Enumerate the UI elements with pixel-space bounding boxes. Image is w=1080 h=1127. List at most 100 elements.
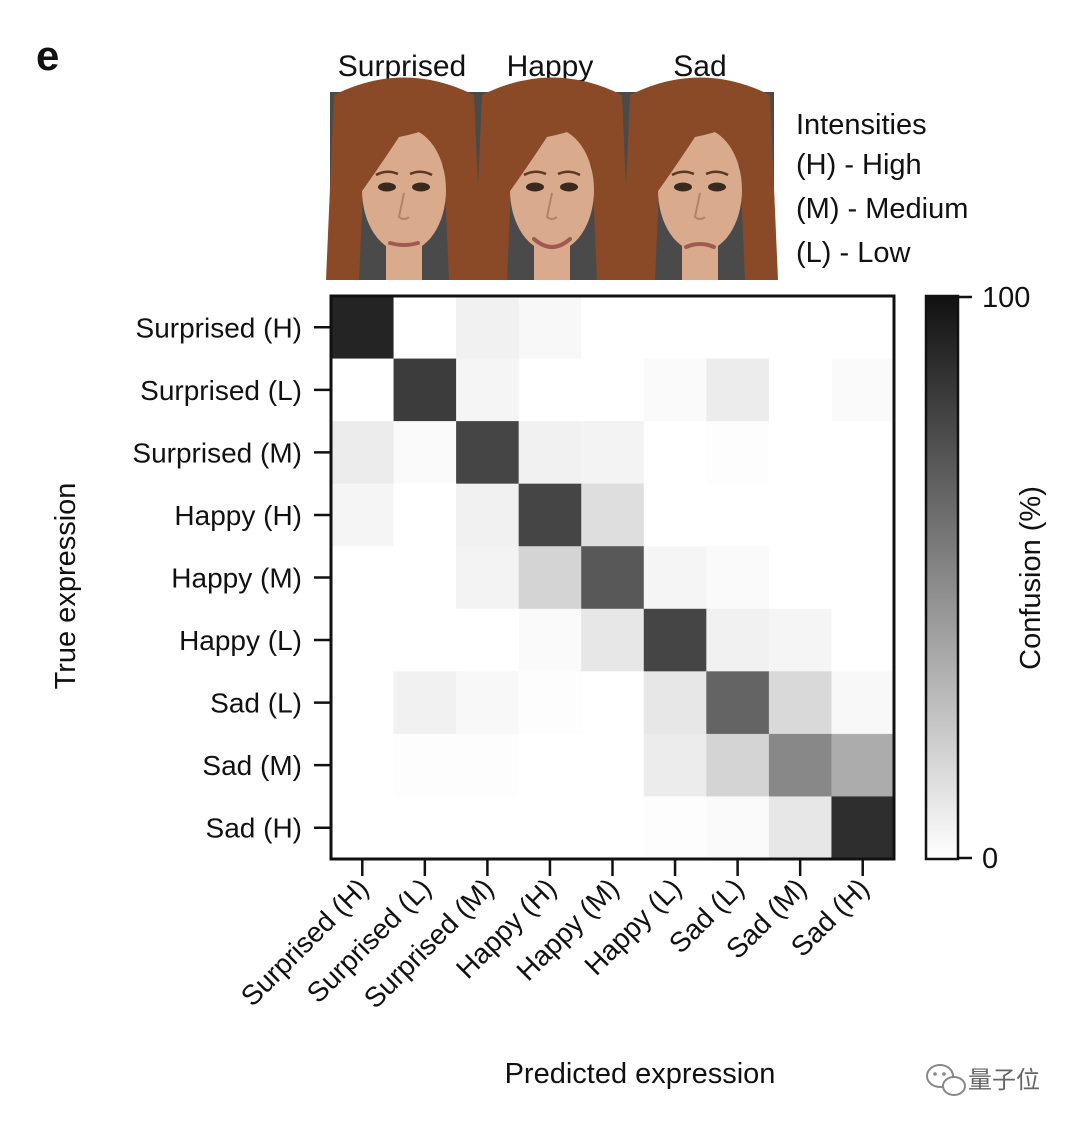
colorbar-min-label: 0: [982, 843, 998, 875]
heatmap-cell: [706, 546, 770, 610]
heatmap-cell: [706, 421, 770, 485]
row-tick-group: Surprised (H) Surprised (L) Surprised (M) H…: [132, 312, 331, 844]
heatmap-cell: [581, 546, 645, 610]
heatmap-cell: [393, 358, 457, 422]
heatmap-cell: [581, 796, 645, 860]
heatmap-cell: [831, 796, 895, 860]
heatmap-cell: [456, 421, 520, 485]
face-image-strip: [326, 77, 778, 280]
heatmap-cell: [581, 733, 645, 798]
x-axis-title: Predicted expression: [505, 1058, 776, 1090]
colorbar-max-label: 100: [982, 282, 1030, 314]
heatmap-cell: [768, 796, 833, 860]
heatmap-cell: [831, 733, 895, 798]
heatmap-cell: [706, 671, 770, 735]
heatmap-cell: [393, 296, 457, 360]
heatmap-cell: [518, 796, 582, 860]
heatmap-cell: [643, 483, 707, 547]
heatmap-cell: [331, 796, 395, 860]
heatmap-cell: [456, 483, 520, 547]
heatmap-cell: [393, 733, 457, 798]
heatmap-cell: [331, 608, 395, 672]
face-sad: [622, 77, 778, 280]
heatmap-cell: [706, 483, 770, 547]
face-surprised: [326, 77, 482, 280]
heatmap-cell: [393, 608, 457, 672]
heatmap-cell: [456, 358, 520, 422]
intensity-legend: Intensities (H) - High (M) - Medium (L) …: [796, 109, 968, 269]
heatmap-cell: [518, 296, 582, 360]
y-axis-title: True expression: [50, 483, 82, 690]
heatmap-cell: [643, 546, 707, 610]
intensity-legend-medium: (M) - Medium: [796, 193, 968, 225]
heatmap-cell: [331, 358, 395, 422]
heatmap-cell: [393, 671, 457, 735]
heatmap-cell: [331, 421, 395, 485]
heatmap-cell: [768, 671, 833, 735]
heatmap-cell: [331, 733, 395, 798]
heatmap-cell: [518, 546, 582, 610]
heatmap-cell: [518, 421, 582, 485]
heatmap-cell: [643, 733, 707, 798]
heatmap-cell: [768, 358, 833, 422]
heatmap-cell: [518, 733, 582, 798]
heatmap-cell: [706, 608, 770, 672]
faces-group: [326, 77, 778, 280]
row-label-happy-h: Happy (H): [174, 500, 302, 531]
heatmap-cell: [581, 358, 645, 422]
heatmap-cell: [768, 483, 833, 547]
heatmap-cell: [643, 608, 707, 672]
heatmap-cell: [456, 546, 520, 610]
heatmap-cell: [831, 546, 895, 610]
watermark: 量子位: [926, 1064, 1040, 1096]
row-label-sad-m: Sad (M): [202, 750, 302, 781]
heatmap-cell: [831, 671, 895, 735]
heatmap-cell: [831, 421, 895, 485]
heatmap-cell: [643, 358, 707, 422]
heatmap-cell: [331, 671, 395, 735]
heatmap-cell: [768, 421, 833, 485]
heatmap-cell: [518, 483, 582, 547]
heatmap-cell: [643, 671, 707, 735]
heatmap-cell: [456, 796, 520, 860]
heatmap-cell: [393, 483, 457, 547]
heatmap-cell: [518, 358, 582, 422]
heatmap-cell: [831, 296, 895, 360]
intensity-legend-low: (L) - Low: [796, 237, 911, 269]
face-label-happy: Happy: [507, 50, 594, 83]
heatmap-cell: [706, 358, 770, 422]
colorbar-title: Confusion (%): [1015, 486, 1047, 670]
row-label-happy-m: Happy (M): [171, 563, 302, 594]
heatmap-cell: [331, 483, 395, 547]
heatmap-cell: [456, 296, 520, 360]
row-label-sad-l: Sad (L): [210, 688, 302, 719]
heatmap-cell: [768, 296, 833, 360]
heatmap-cell: [706, 733, 770, 798]
row-label-happy-l: Happy (L): [179, 625, 302, 656]
row-label-sad-h: Sad (H): [206, 813, 302, 844]
heatmap-cell: [393, 796, 457, 860]
panel-label: e: [36, 32, 59, 79]
heatmap-cell: [456, 671, 520, 735]
heatmap-cell: [393, 421, 457, 485]
heatmap-cell: [768, 546, 833, 610]
wechat-bubble-icon: [926, 1064, 966, 1096]
heatmap-cell: [581, 296, 645, 360]
heatmap-cell: [643, 296, 707, 360]
heatmap-cell: [581, 608, 645, 672]
watermark-text: 量子位: [968, 1066, 1040, 1094]
heatmap-cell: [518, 671, 582, 735]
heatmap-cell: [456, 733, 520, 798]
heatmap-cell: [456, 608, 520, 672]
heatmap-cell: [331, 546, 395, 610]
face-label-surprised: Surprised: [338, 50, 466, 83]
row-label-surprised-h: Surprised (H): [136, 312, 302, 343]
row-label-surprised-l: Surprised (L): [140, 375, 302, 406]
heatmap-cells: [331, 296, 895, 860]
heatmap-cell: [831, 483, 895, 547]
heatmap-cell: [831, 608, 895, 672]
heatmap-cell: [581, 483, 645, 547]
heatmap-cell: [831, 358, 895, 422]
